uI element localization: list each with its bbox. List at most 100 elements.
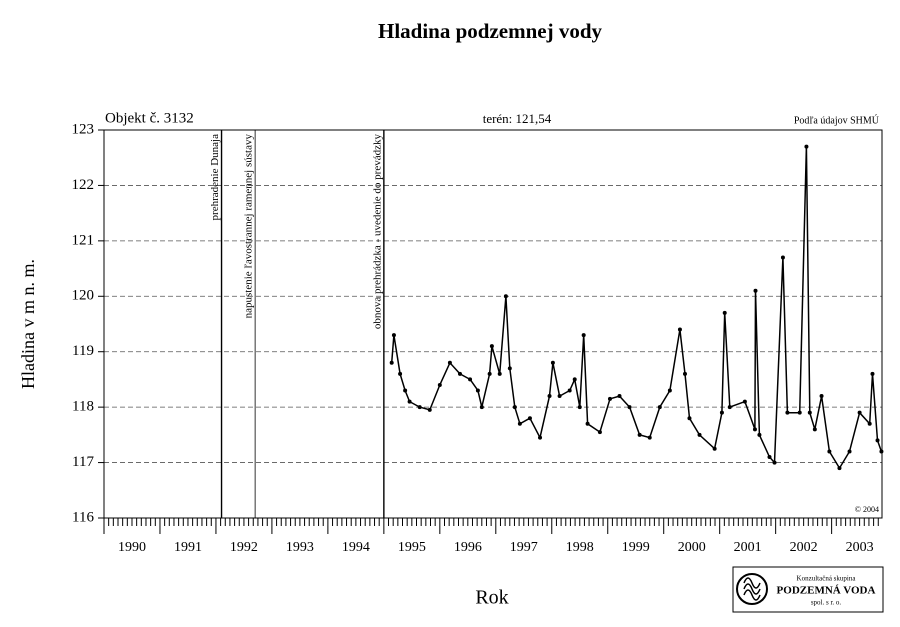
level-point bbox=[667, 388, 672, 393]
level-point bbox=[597, 430, 602, 435]
level-point bbox=[585, 421, 590, 426]
x-tick-label: 2003 bbox=[846, 540, 874, 555]
y-tick-label: 119 bbox=[72, 343, 94, 359]
level-point bbox=[391, 333, 396, 338]
level-point bbox=[742, 399, 747, 404]
level-point bbox=[497, 371, 502, 376]
x-tick-label: 2000 bbox=[678, 540, 706, 555]
x-tick-label: 1992 bbox=[230, 540, 258, 555]
x-tick-label: 2002 bbox=[790, 540, 818, 555]
level-point bbox=[867, 421, 872, 426]
y-tick-label: 121 bbox=[72, 232, 95, 248]
level-point bbox=[557, 394, 562, 399]
level-point bbox=[417, 405, 422, 410]
y-tick-label: 118 bbox=[72, 399, 94, 415]
y-tick-label: 120 bbox=[72, 288, 95, 304]
level-point bbox=[827, 449, 832, 454]
level-point bbox=[550, 360, 555, 365]
level-point bbox=[780, 255, 785, 260]
level-point bbox=[403, 388, 408, 393]
level-point bbox=[657, 405, 662, 410]
copyright: © 2004 bbox=[855, 505, 879, 514]
level-point bbox=[512, 405, 517, 410]
level-point bbox=[785, 410, 790, 415]
level-point bbox=[627, 405, 632, 410]
level-point bbox=[487, 371, 492, 376]
level-point bbox=[677, 327, 682, 332]
level-point bbox=[547, 394, 552, 399]
level-point bbox=[503, 294, 508, 299]
level-point bbox=[389, 360, 394, 365]
x-axis-label: Rok bbox=[475, 587, 508, 609]
level-point bbox=[847, 449, 852, 454]
level-point bbox=[870, 371, 875, 376]
event-label: obnova prehrádzka - uvedenie do prevádzk… bbox=[371, 134, 383, 330]
plot-frame bbox=[103, 129, 883, 519]
level-point bbox=[807, 410, 812, 415]
level-point bbox=[757, 432, 762, 437]
x-tick-label: 1999 bbox=[622, 540, 650, 555]
level-point bbox=[507, 366, 512, 371]
x-tick-label: 2001 bbox=[734, 540, 762, 555]
level-point bbox=[772, 460, 777, 465]
level-point bbox=[468, 377, 473, 382]
x-tick-label: 1990 bbox=[118, 540, 146, 555]
level-point bbox=[517, 421, 522, 426]
level-point bbox=[682, 371, 687, 376]
level-point bbox=[753, 288, 758, 293]
level-point bbox=[479, 405, 484, 410]
level-point bbox=[879, 449, 884, 454]
level-point bbox=[572, 377, 577, 382]
y-tick-label: 116 bbox=[72, 509, 94, 525]
level-point bbox=[752, 427, 757, 432]
level-point bbox=[475, 388, 480, 393]
level-point bbox=[647, 435, 652, 440]
level-point bbox=[767, 455, 772, 460]
event-label: prehradenie Dunaja bbox=[209, 134, 221, 221]
level-point bbox=[719, 410, 724, 415]
level-point bbox=[712, 446, 717, 451]
level-point bbox=[538, 435, 543, 440]
level-point bbox=[797, 410, 802, 415]
chart-title: Hladina podzemnej vody bbox=[378, 19, 603, 43]
y-tick-label: 122 bbox=[72, 177, 95, 193]
level-point bbox=[804, 144, 809, 149]
level-point bbox=[398, 371, 403, 376]
source-label: Podľa údajov SHMÚ bbox=[794, 114, 880, 126]
x-tick-label: 1994 bbox=[342, 540, 370, 555]
logo-line: PODZEMNÁ VODA bbox=[777, 585, 876, 597]
level-point bbox=[837, 466, 842, 471]
level-point bbox=[637, 432, 642, 437]
level-point bbox=[577, 405, 582, 410]
y-tick-label: 123 bbox=[72, 121, 95, 137]
level-point bbox=[819, 394, 824, 399]
level-point bbox=[447, 360, 452, 365]
level-point bbox=[687, 416, 692, 421]
level-point bbox=[697, 432, 702, 437]
level-line bbox=[390, 146, 883, 470]
level-point bbox=[875, 438, 880, 443]
object-label: Objekt č. 3132 bbox=[105, 110, 194, 126]
y-tick-label: 117 bbox=[72, 454, 94, 470]
level-point bbox=[722, 310, 727, 315]
event-label: napustenie ľavostrannej ramennej sústavy bbox=[243, 134, 255, 319]
level-point bbox=[857, 410, 862, 415]
level-point bbox=[567, 388, 572, 393]
level-point bbox=[581, 333, 586, 338]
x-tick-label: 1996 bbox=[454, 540, 482, 555]
logo: Konzultačná skupina PODZEMNÁ VODA spol. … bbox=[732, 566, 884, 613]
y-axis-label: Hladina v m n. m. bbox=[18, 259, 38, 389]
level-point bbox=[812, 427, 817, 432]
level-point bbox=[489, 344, 494, 349]
level-point bbox=[437, 382, 442, 387]
logo-waves bbox=[743, 577, 761, 601]
level-point bbox=[617, 394, 622, 399]
terrain-label: terén: 121,54 bbox=[483, 111, 552, 126]
logo-line: Konzultačná skupina bbox=[797, 575, 857, 583]
level-point bbox=[527, 416, 532, 421]
level-point bbox=[457, 371, 462, 376]
level-point bbox=[427, 407, 432, 412]
x-tick-label: 1991 bbox=[174, 540, 202, 555]
